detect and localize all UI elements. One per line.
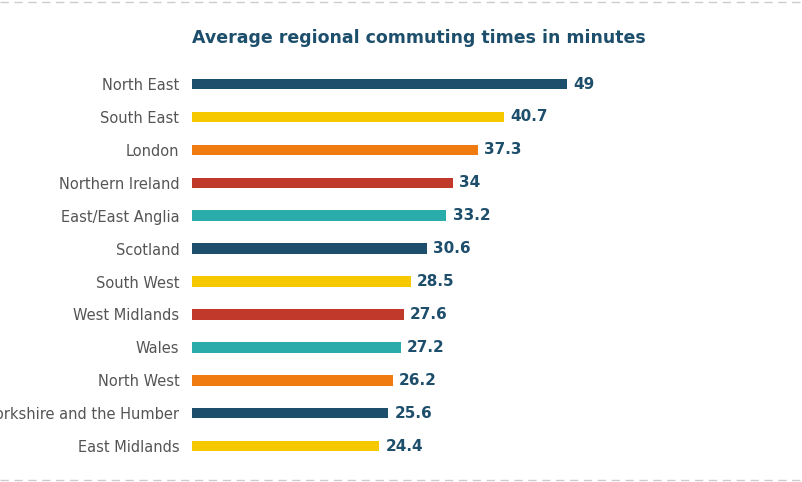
Bar [192, 342, 400, 353]
Bar [192, 211, 447, 221]
Text: Average regional commuting times in minutes: Average regional commuting times in minu… [192, 29, 646, 47]
Bar [192, 243, 427, 254]
Bar [192, 112, 504, 122]
Text: 28.5: 28.5 [416, 274, 454, 289]
Text: 30.6: 30.6 [433, 241, 470, 256]
Text: 33.2: 33.2 [452, 208, 490, 223]
Bar [192, 408, 388, 418]
Text: 26.2: 26.2 [399, 373, 437, 388]
Text: 27.2: 27.2 [407, 340, 444, 355]
Bar [192, 441, 379, 452]
Bar [192, 309, 403, 320]
Text: 49: 49 [573, 77, 595, 92]
Text: 24.4: 24.4 [385, 439, 423, 454]
Bar [192, 276, 411, 287]
Text: 34: 34 [459, 175, 480, 190]
Text: 25.6: 25.6 [395, 406, 432, 421]
Bar [192, 375, 393, 386]
Text: 40.7: 40.7 [510, 109, 548, 124]
Text: 37.3: 37.3 [484, 142, 521, 158]
Bar [192, 177, 452, 188]
Text: 27.6: 27.6 [410, 307, 448, 322]
Bar [192, 79, 567, 89]
Bar [192, 145, 478, 155]
